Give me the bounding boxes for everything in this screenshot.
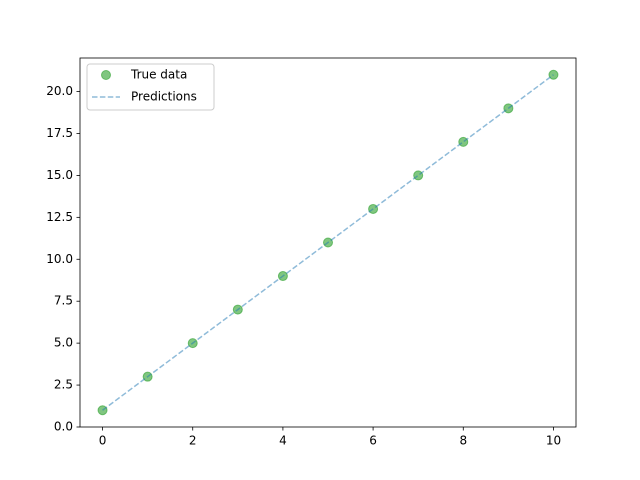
legend-label: Predictions [131,90,197,104]
y-tick-label: 5.0 [54,336,73,350]
x-tick-label: 6 [369,434,377,448]
legend-label: True data [130,68,187,82]
x-tick-label: 10 [546,434,561,448]
y-tick-label: 2.5 [54,378,73,392]
legend-box [86,63,215,111]
x-tick-label: 8 [459,434,467,448]
y-tick-label: 15.0 [46,168,73,182]
prediction-line [102,74,554,411]
y-tick-label: 0.0 [54,420,73,434]
x-tick-label: 2 [189,434,197,448]
x-tick-label: 0 [99,434,107,448]
x-tick-label: 4 [279,434,287,448]
legend-marker [101,70,111,80]
y-tick-label: 10.0 [46,252,73,266]
y-tick-label: 12.5 [46,210,73,224]
y-tick-label: 17.5 [46,126,73,140]
y-tick-label: 7.5 [54,294,73,308]
y-tick-label: 20.0 [46,84,73,98]
axes-frame [79,57,577,428]
